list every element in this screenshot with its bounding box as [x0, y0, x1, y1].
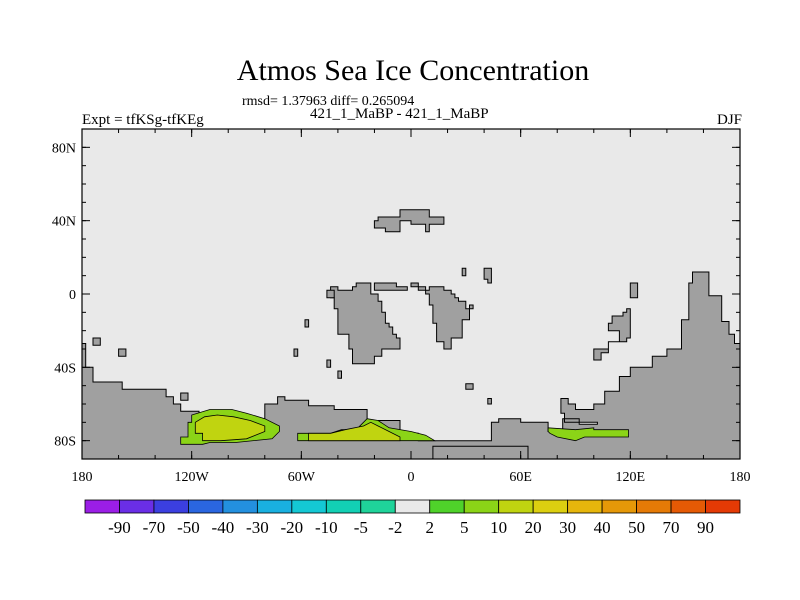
x-tick-label: 0	[408, 470, 415, 485]
rmsd-diff-stats: rmsd= 1.37963 diff= 0.265094	[242, 94, 415, 109]
land-mask	[487, 398, 492, 405]
y-tick-label: 80S	[54, 435, 76, 450]
y-tick-label: 0	[69, 288, 76, 303]
x-tick-label: 120W	[175, 470, 210, 485]
land-mask	[293, 348, 299, 357]
colorbar-label: 20	[525, 518, 542, 537]
colorbar-swatch	[325, 499, 362, 514]
land-mask	[373, 209, 445, 233]
colorbar-label: -70	[143, 518, 166, 537]
colorbar-swatch	[153, 499, 189, 514]
colorbar-label: 2	[425, 518, 434, 537]
colorbar-label: 50	[628, 518, 645, 537]
land-mask	[410, 282, 474, 350]
chart-title: Atmos Sea Ice Concentration	[236, 54, 590, 87]
land-mask	[326, 289, 335, 299]
land-mask	[180, 392, 189, 401]
sea-ice-anomaly-contour	[547, 427, 629, 442]
colorbar-label: 70	[663, 518, 680, 537]
colorbar-swatch	[291, 499, 327, 514]
colorbar-label: -10	[315, 518, 338, 537]
land-mask	[118, 348, 127, 357]
land-mask	[326, 359, 332, 368]
colorbar-label: -5	[354, 518, 368, 537]
land-mask	[92, 337, 101, 346]
colorbar-label: 40	[594, 518, 611, 537]
x-tick-label: 60E	[509, 470, 532, 485]
map-axes: 180 120W 60W 0 60E 120E 180 80N 40N 0 40S 80S	[52, 128, 751, 485]
colorbar-swatch	[256, 499, 293, 514]
colorbar-label: -90	[108, 518, 131, 537]
y-tick-label: 40N	[52, 215, 76, 230]
colorbar-label: -50	[177, 518, 200, 537]
land-mask	[373, 282, 408, 291]
land-mask	[330, 282, 401, 365]
colorbar-swatch	[394, 499, 431, 514]
colorbar-label: 5	[460, 518, 469, 537]
land-mask	[461, 267, 467, 277]
colorbar-swatch	[188, 499, 224, 514]
season-label: DJF	[716, 112, 742, 128]
y-tick-label: 40S	[54, 361, 76, 376]
sea-ice-anomaly-contour	[194, 414, 266, 442]
colorbar-label: -40	[212, 518, 235, 537]
land-mask	[465, 383, 474, 390]
x-tick-label: 180	[72, 470, 93, 485]
land-mask	[629, 282, 639, 299]
colorbar-swatch	[463, 499, 500, 514]
colorbar-label: 90	[697, 518, 714, 537]
y-tick-label: 80N	[52, 141, 76, 156]
colorbar-swatch	[429, 499, 465, 514]
colorbar-swatch	[670, 499, 706, 514]
colorbar-swatch	[119, 499, 155, 514]
colorbar-label: 30	[559, 518, 576, 537]
sea-ice-anomaly-contour	[308, 421, 401, 442]
colorbar-swatch	[636, 499, 672, 514]
land-mask	[593, 308, 631, 361]
colorbar-swatch	[601, 499, 637, 514]
land-mask	[337, 370, 342, 379]
x-tick-label: 120E	[616, 470, 646, 485]
colorbar-swatch	[705, 499, 741, 514]
experiment-label: Expt = tfKSg-tfKEg	[82, 112, 204, 128]
colorbar-swatch	[360, 499, 396, 514]
colorbar-label: -20	[281, 518, 304, 537]
land-mask	[304, 319, 310, 328]
colorbar: -90 -70 -50 -40 -30 -20 -10 -5 -2 2 5 10 20 30 40 50 70 9…	[84, 499, 741, 537]
land-mask	[483, 267, 492, 284]
x-tick-label: 180	[730, 470, 751, 485]
colorbar-swatch	[567, 499, 603, 514]
colorbar-label: 10	[490, 518, 507, 537]
x-tick-label: 60W	[288, 470, 316, 485]
colorbar-label: -2	[388, 518, 402, 537]
colorbar-label: -30	[246, 518, 269, 537]
run-comparison-label: 421_1_MaBP - 421_1_MaBP	[310, 106, 489, 122]
colorbar-swatch	[84, 499, 120, 514]
map-plot-area	[81, 129, 741, 460]
colorbar-swatch	[498, 499, 534, 514]
colorbar-swatch	[222, 499, 258, 514]
colorbar-swatch	[532, 499, 569, 514]
